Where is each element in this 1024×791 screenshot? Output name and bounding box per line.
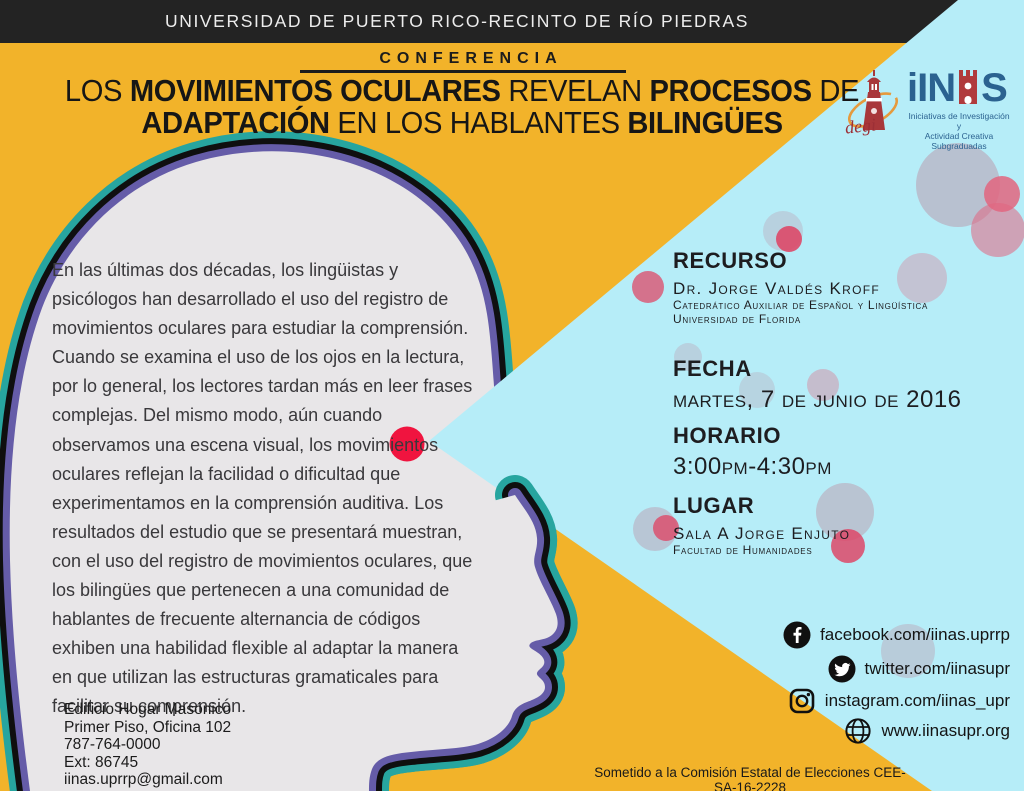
facebook-icon (783, 621, 811, 649)
degi-wordmark: degi (843, 114, 877, 138)
section-horario: HORARIO 3:00pm-4:30pm (673, 425, 832, 480)
top-bar (0, 0, 1024, 43)
instagram-icon (789, 688, 815, 714)
speaker-name: Dr. Jorge Valdés Kroff (673, 279, 880, 298)
twitter-handle[interactable]: twitter.com/iinasupr (864, 659, 1011, 678)
social-facebook[interactable]: facebook.com/iinas.uprrp (783, 621, 1010, 649)
social-website[interactable]: www.iinasupr.org (844, 717, 1010, 745)
abstract-paragraph: En las últimas dos décadas, los lingüist… (52, 260, 473, 717)
degi-lighthouse-icon: degi (843, 68, 903, 154)
event-room: Sala A Jorge Enjuto (673, 524, 851, 543)
section-recurso: RECURSO Dr. Jorge Valdés Kroff Catedráti… (673, 250, 928, 326)
section-fecha: FECHA martes, 7 de junio de 2016 (673, 358, 962, 413)
section-heading: FECHA (673, 356, 752, 381)
speaker-affiliation: Universidad de Florida (673, 311, 801, 326)
contact-building: Edificio Hogar Masónico (64, 701, 232, 718)
speaker-title: Catedrático Auxiliar de Español y Lingüí… (673, 298, 929, 312)
section-lugar: LUGAR Sala A Jorge Enjuto Facultad de Hu… (673, 495, 850, 558)
instagram-handle[interactable]: instagram.com/iinas_upr (824, 691, 1010, 710)
eye-dot (389, 426, 425, 462)
social-instagram[interactable]: instagram.com/iinas_upr (788, 687, 1010, 715)
section-heading: LUGAR (673, 493, 755, 518)
kicker-conferencia: CONFERENCIA (379, 50, 563, 67)
title-line-2: ADAPTACIÓN EN LOS HABLANTES BILINGÜES (141, 104, 783, 140)
tower-icon (959, 70, 978, 104)
contact-email: iinas.uprrp@gmail.com (64, 771, 223, 789)
social-twitter[interactable]: twitter.com/iinasupr (828, 655, 1011, 683)
event-date: martes, 7 de junio de 2016 (673, 386, 962, 413)
globe-icon (845, 718, 872, 744)
contact-extension: Ext: 86745 (64, 753, 139, 771)
decorative-circles (632, 143, 1024, 678)
event-time: 3:00pm-4:30pm (673, 453, 832, 480)
iinas-logo: degi iIN S Iniciativas de Investigación … (843, 66, 1011, 154)
website-url[interactable]: www.iinasupr.org (881, 721, 1010, 740)
elections-note: Sometido a la Comisión Estatal de Elecci… (594, 765, 906, 791)
facebook-handle[interactable]: facebook.com/iinas.uprrp (820, 625, 1010, 644)
logo-tagline-1: Iniciativas de Investigación y (908, 111, 1010, 131)
kicker-underline (300, 70, 626, 73)
contact-phone: 787-764-0000 (64, 736, 161, 754)
gaze-beam (429, 0, 1024, 791)
iinas-wordmark: iIN S (907, 66, 1008, 110)
title-line-1: LOS MOVIMIENTOS OCULARES REVELAN PROCESO… (64, 73, 860, 108)
contact-office: Primer Piso, Oficina 102 (64, 718, 232, 736)
twitter-icon (828, 655, 855, 683)
face-profile-overlay (292, 475, 578, 791)
logo-tagline-2: Actividad Creativa Subgraduadas (924, 131, 994, 151)
section-heading: RECURSO (673, 248, 788, 273)
poster-title: LOS MOVIMIENTOS OCULARES REVELAN PROCESO… (47, 75, 878, 138)
university-banner: UNIVERSIDAD DE PUERTO RICO-RECINTO DE RÍ… (164, 11, 750, 31)
contact-block: Edificio Hogar Masónico Primer Piso, Ofi… (64, 701, 231, 789)
event-faculty: Facultad de Humanidades (673, 543, 813, 557)
section-heading: HORARIO (673, 423, 782, 448)
